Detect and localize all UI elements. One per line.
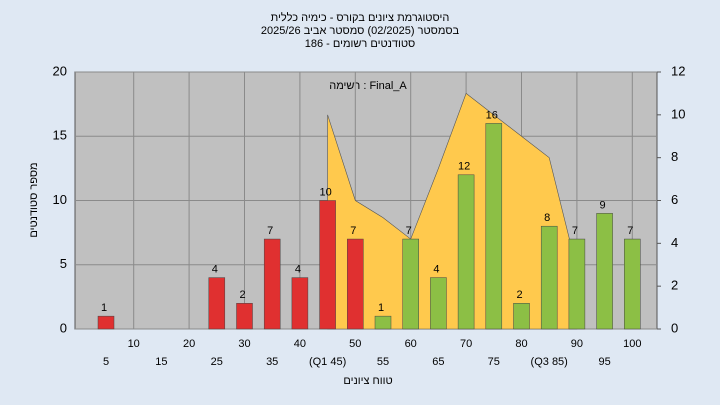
chart-subtitle: בסמסטר (02/2025) סמסטר אביב 2025/26 xyxy=(261,25,460,37)
data-label: 10 xyxy=(319,186,331,198)
data-label: 1 xyxy=(101,302,107,314)
data-label: 1 xyxy=(378,302,384,314)
bar xyxy=(319,200,336,330)
bar xyxy=(208,277,226,330)
x-tick-label: 15 xyxy=(155,356,167,368)
bar xyxy=(430,277,447,330)
x-tick-label: 25 xyxy=(211,356,223,368)
data-label: 4 xyxy=(212,264,218,276)
bar xyxy=(624,238,641,330)
bar xyxy=(485,123,503,330)
x-tick-label: (Q3 85) xyxy=(531,356,568,368)
x-tick-label: 30 xyxy=(238,338,250,350)
y2-tick-label: 8 xyxy=(671,149,678,164)
data-label: 7 xyxy=(406,225,412,237)
y-tick-label: 10 xyxy=(53,192,67,207)
data-label: 7 xyxy=(267,225,273,237)
x-tick-label: 70 xyxy=(460,338,472,350)
data-label: 16 xyxy=(486,109,498,121)
x-axis-label: טווח ציונים xyxy=(343,375,392,387)
x-tick-label: 75 xyxy=(488,356,500,368)
y2-tick-label: 0 xyxy=(671,320,678,335)
x-tick-label: 60 xyxy=(405,338,417,350)
y-tick-label: 15 xyxy=(53,128,67,143)
y2-tick-label: 12 xyxy=(671,63,685,78)
bar xyxy=(596,213,613,330)
x-tick-label: 5 xyxy=(103,356,109,368)
chart-title: היסטוגרמת ציונים בקורס - כימיה כללית xyxy=(271,11,450,24)
data-label: 7 xyxy=(572,225,578,237)
data-label: 12 xyxy=(458,161,470,173)
bar xyxy=(513,303,530,330)
bar xyxy=(97,315,115,330)
bar xyxy=(568,238,586,330)
annotation: רשימה : Final_A xyxy=(329,80,407,92)
bar xyxy=(402,238,419,330)
x-tick-label: 90 xyxy=(571,338,583,350)
x-tick-label: 10 xyxy=(128,338,140,350)
bar xyxy=(347,238,364,330)
data-label: 4 xyxy=(295,264,301,276)
y-tick-label: 20 xyxy=(53,63,67,78)
y2-tick-label: 10 xyxy=(671,106,685,121)
y-tick-label: 5 xyxy=(60,256,67,271)
bar xyxy=(263,238,281,330)
x-tick-label: (Q1 45) xyxy=(309,356,346,368)
data-label: 7 xyxy=(350,225,356,237)
bar xyxy=(374,315,392,330)
chart-subtitle: סטודנטים רשומים - 186 xyxy=(305,38,416,50)
x-tick-label: 95 xyxy=(598,356,610,368)
x-tick-label: 50 xyxy=(349,338,361,350)
data-label: 9 xyxy=(600,199,606,211)
data-label: 2 xyxy=(516,289,522,301)
y2-tick-label: 4 xyxy=(671,235,678,250)
x-tick-label: 80 xyxy=(515,338,527,350)
x-tick-label: 35 xyxy=(266,356,278,368)
x-tick-label: 20 xyxy=(183,338,195,350)
x-tick-label: 40 xyxy=(294,338,306,350)
x-tick-label: 100 xyxy=(623,338,641,350)
y2-tick-label: 2 xyxy=(671,278,678,293)
bar xyxy=(457,174,475,330)
y-tick-label: 0 xyxy=(60,320,67,335)
y2-tick-label: 6 xyxy=(671,192,678,207)
data-label: 7 xyxy=(627,225,633,237)
x-tick-label: 55 xyxy=(377,356,389,368)
data-label: 2 xyxy=(239,289,245,301)
data-label: 4 xyxy=(433,264,439,276)
bar xyxy=(236,303,253,330)
bar xyxy=(540,225,558,330)
bar xyxy=(291,277,309,330)
x-tick-label: 65 xyxy=(432,356,444,368)
y-axis-label: מספר סטודנטים xyxy=(28,162,40,237)
data-label: 8 xyxy=(544,212,550,224)
